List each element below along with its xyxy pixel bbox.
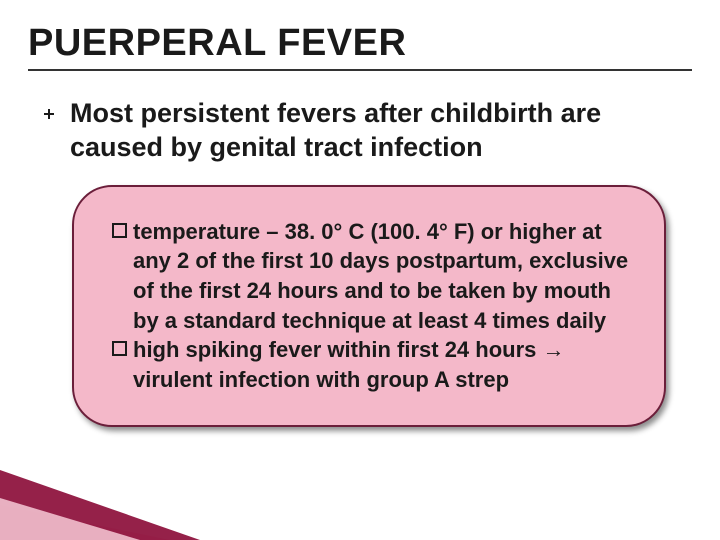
slide-title: PUERPERAL FEVER [28,22,692,65]
bullet-icon [42,107,56,121]
callout-text: temperature – 38. 0° C (100. 4° F) or hi… [133,217,630,336]
callout-item: high spiking fever within first 24 hours… [112,335,630,394]
callout-box: temperature – 38. 0° C (100. 4° F) or hi… [72,185,666,427]
bullet-text: Most persistent fevers after childbirth … [70,97,682,165]
slide: PUERPERAL FEVER Most persistent fevers a… [0,0,720,540]
checkbox-icon [112,341,127,356]
callout-item: temperature – 38. 0° C (100. 4° F) or hi… [112,217,630,336]
checkbox-icon [112,223,127,238]
title-underline [28,69,692,71]
callout-text: high spiking fever within first 24 hours… [133,335,630,394]
corner-accent [0,460,220,540]
main-bullet: Most persistent fevers after childbirth … [28,97,692,165]
